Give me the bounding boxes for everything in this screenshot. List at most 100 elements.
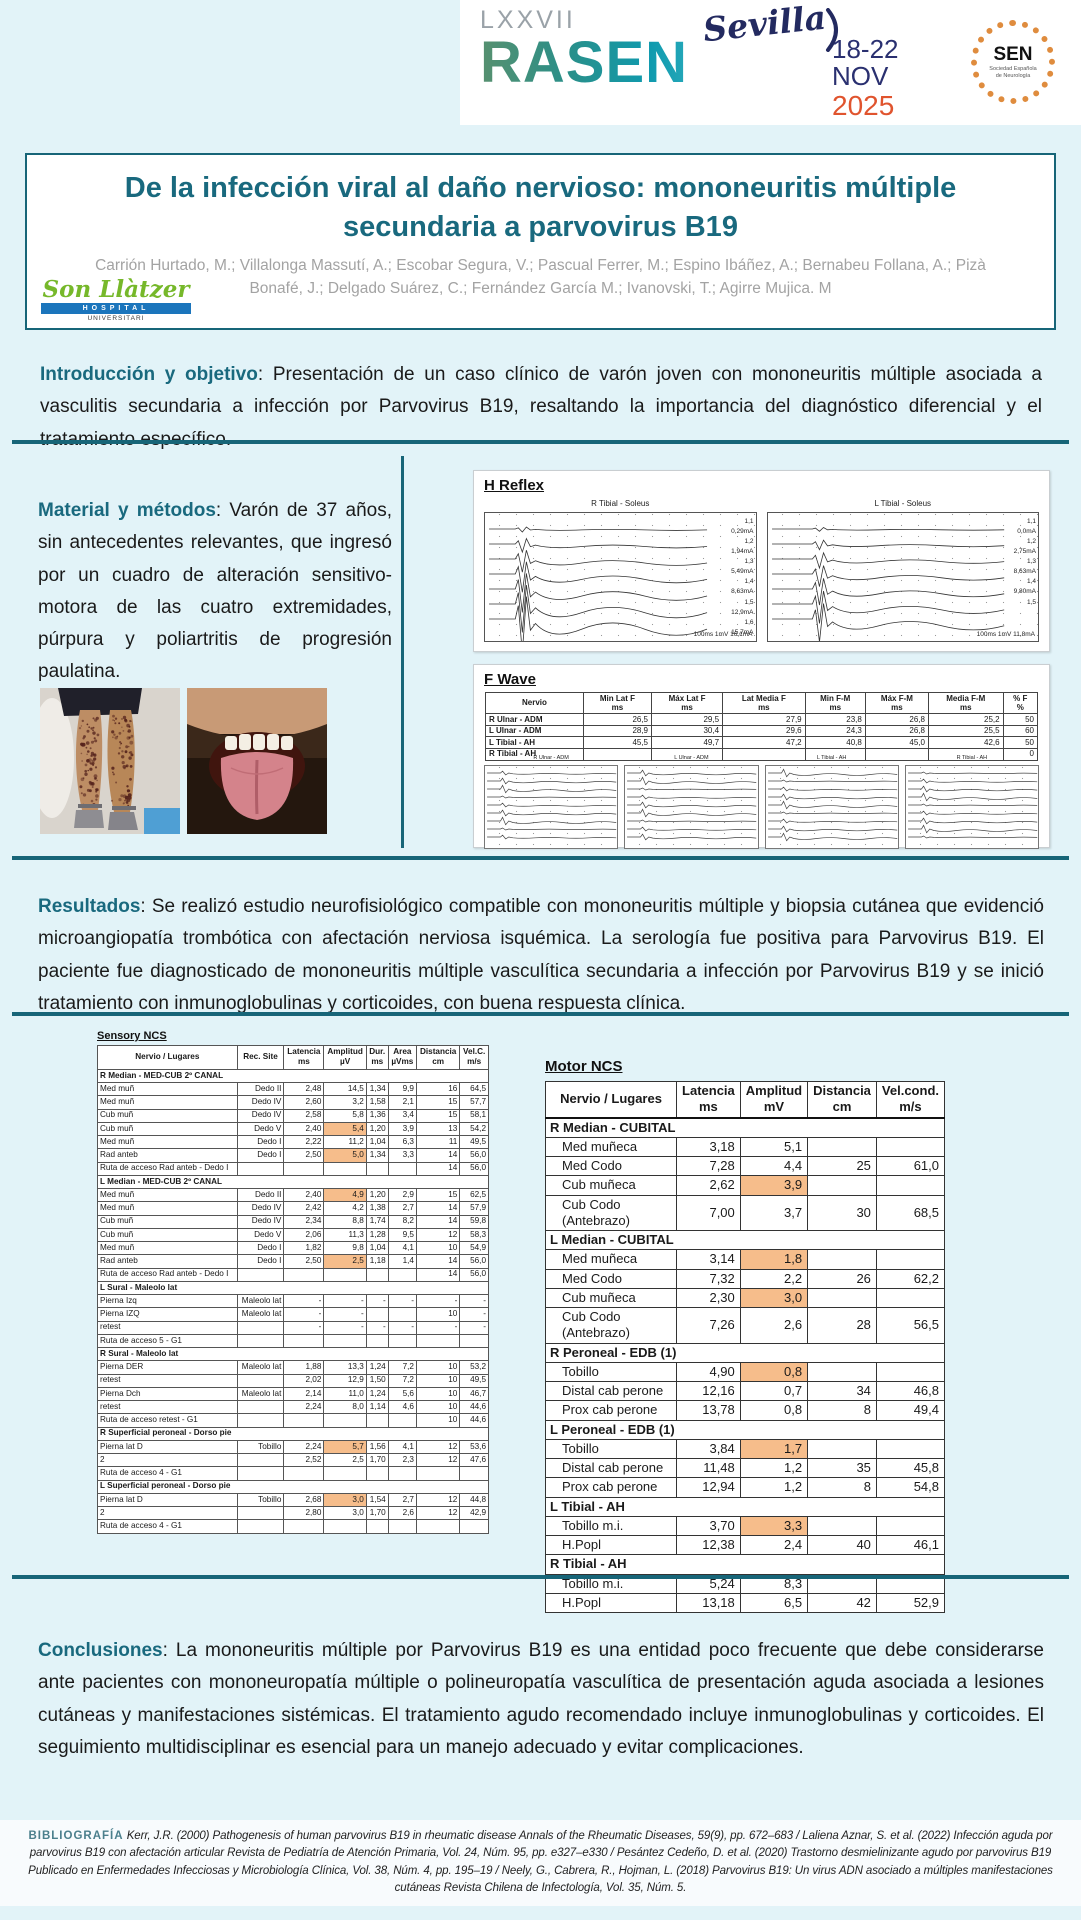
table-cell [236,1400,285,1415]
table-cell: 7,32 [676,1268,741,1289]
swoosh-icon [824,8,846,57]
table-cell: retest [97,1320,238,1335]
column-header: Rec. Site [236,1045,285,1070]
trace-annotations: 1,1 0,0mA 1,2 2,75mA 1,3 8,63mA 1,4 9,80mA 1,5 [1014,517,1036,608]
intro-paragraph: Introducción y objetivo: Presentación de… [40,359,1042,456]
table-cell: 1,20 [365,1121,389,1137]
divider [12,1012,1069,1016]
table-cell: 46,7 [459,1386,489,1402]
section-label: L Median - CUBITAL [545,1229,945,1251]
table-cell: 11,2 [323,1135,367,1150]
sen-logo: SEN Sociedad Española de Neurología [967,16,1059,108]
table-cell: 2,5 [323,1254,367,1269]
table-cell [365,1413,389,1428]
table-cell [323,1466,367,1481]
table-cell: Ruta de acceso retest - G1 [97,1413,238,1428]
table-cell: - [365,1294,389,1309]
table-cell: 3,2 [323,1095,367,1110]
table-cell: 58,1 [459,1108,489,1123]
table-cell: 28 [807,1307,877,1344]
table-cell: 0,8 [739,1400,809,1421]
table-row: Cub muñeca 2,30 3,0 [544,1287,946,1309]
table-cell: 1,38 [365,1201,389,1216]
table-cell: retest [97,1400,238,1415]
table-section-row: R Peroneal - EDB (1) [545,1342,945,1363]
table-cell: 3,9 [739,1175,809,1196]
table-cell: Dedo I [236,1241,285,1256]
trace-annotation: 8,63mA [1013,568,1036,576]
table-cell: Cub muñeca [544,1287,678,1309]
h-reflex-left-tibial-trace: L Tibial - Soleus 1,1 0,0mA 1,2 2,75mA 1,3 8,… [766,499,1039,642]
congress-dates: 18-22 [832,34,899,64]
table-cell: 26,8 [864,713,929,726]
table-cell: 2,6 [387,1506,417,1521]
table-cell [387,1519,417,1534]
table-row: Prox cab perone 12,94 1,2 8 54,8 [544,1477,946,1498]
table-row: Ruta de acceso Rad anteb - Dedo I 14 56,0 [97,1161,489,1176]
table-section-row: R Superficial peroneal - Dorso pie [97,1426,489,1441]
table-row: retest 2,02 12,9 1,50 7,2 10 49,5 [97,1373,489,1388]
table-cell: 1,70 [365,1453,389,1468]
table-section-row: L Tibial - AH [545,1496,945,1517]
trace-scale: 100ms 1mV 11,8mA [976,631,1035,638]
table-cell: R Ulnar - ADM [485,713,584,726]
congress-month: NOV [832,61,889,92]
table-cell: 3,84 [676,1438,741,1460]
table-cell: 4,1 [387,1439,417,1455]
table-cell: 1,04 [365,1241,389,1256]
methods-text: : Varón de 37 años, sin antecedentes rel… [38,500,392,683]
table-cell: 5,0 [323,1148,367,1163]
table-row: Distal cab perone 12,16 0,7 34 46,8 [544,1380,946,1402]
column-header: Amplitud µV [323,1045,367,1070]
table-cell: 12,16 [676,1380,741,1402]
table-cell [236,1466,285,1481]
table-cell: 56,0 [459,1267,489,1282]
column-header: Media F-M ms [927,691,1004,715]
column-header: Amplitud mV [739,1081,809,1119]
table-cell: 53,2 [459,1360,489,1375]
table-cell [365,1519,389,1534]
column-header: Vel.C. m/s [459,1045,489,1070]
table-cell [807,1136,877,1158]
f-wave-trace-panel: R Tibial - AH [904,755,1039,849]
table-cell: Distal cab perone [544,1457,678,1479]
table-cell: 54,2 [459,1121,489,1137]
table-cell: - [323,1307,367,1322]
column-divider [401,456,404,848]
sensory-ncs-block: Sensory NCS Nervio / Lugares Rec. Site Lat… [97,1030,489,1534]
table-cell: 1,82 [283,1241,325,1256]
table-cell: 56,0 [459,1254,489,1269]
table-cell: 4,1 [387,1241,417,1256]
table-cell: 11,3 [323,1227,367,1243]
photo-tongue [187,688,327,834]
table-cell [387,1333,417,1349]
table-row: retest - - - - - - [97,1320,489,1335]
bibliography-strip: BIBLIOGRAFÍA Kerr, J.R. (2000) Pathogene… [0,1820,1081,1906]
table-cell: 49,4 [875,1400,946,1421]
table-cell: Pierna Dch [97,1386,238,1402]
table-row: Med muñeca 3,14 1,8 [544,1249,946,1270]
table-cell: 1,28 [365,1227,389,1243]
table-cell: 12 [415,1453,461,1468]
trace-annotation: 2,75mA [1013,548,1036,556]
table-cell: 4,90 [676,1361,741,1383]
hospital-name: Son Llàtzer [42,276,190,303]
table-cell: 3,9 [387,1121,417,1137]
trace-annotation: 0,0mA [1017,528,1036,536]
table-cell: 24,3 [804,724,866,738]
table-cell: 13,3 [323,1360,367,1375]
table-cell: Ruta de acceso Rad anteb - Dedo I [97,1161,238,1176]
table-cell: 7,00 [676,1194,741,1231]
table-cell [323,1161,367,1176]
table-cell: Med muñ [97,1201,238,1216]
table-cell: Tobillo [544,1361,678,1383]
divider [12,1575,1069,1579]
table-row: Prox cab perone 13,78 0,8 8 49,4 [544,1400,946,1421]
table-cell: 15 [415,1188,461,1203]
table-cell: 28,9 [582,724,653,738]
table-cell: 2,50 [283,1148,325,1163]
trace-annotation: 1,6 [744,618,754,626]
table-cell: 46,1 [875,1534,946,1556]
table-row: Med Codo 7,32 2,2 26 62,2 [544,1268,946,1289]
table-section-row: R Median - CUBITAL [545,1117,945,1138]
